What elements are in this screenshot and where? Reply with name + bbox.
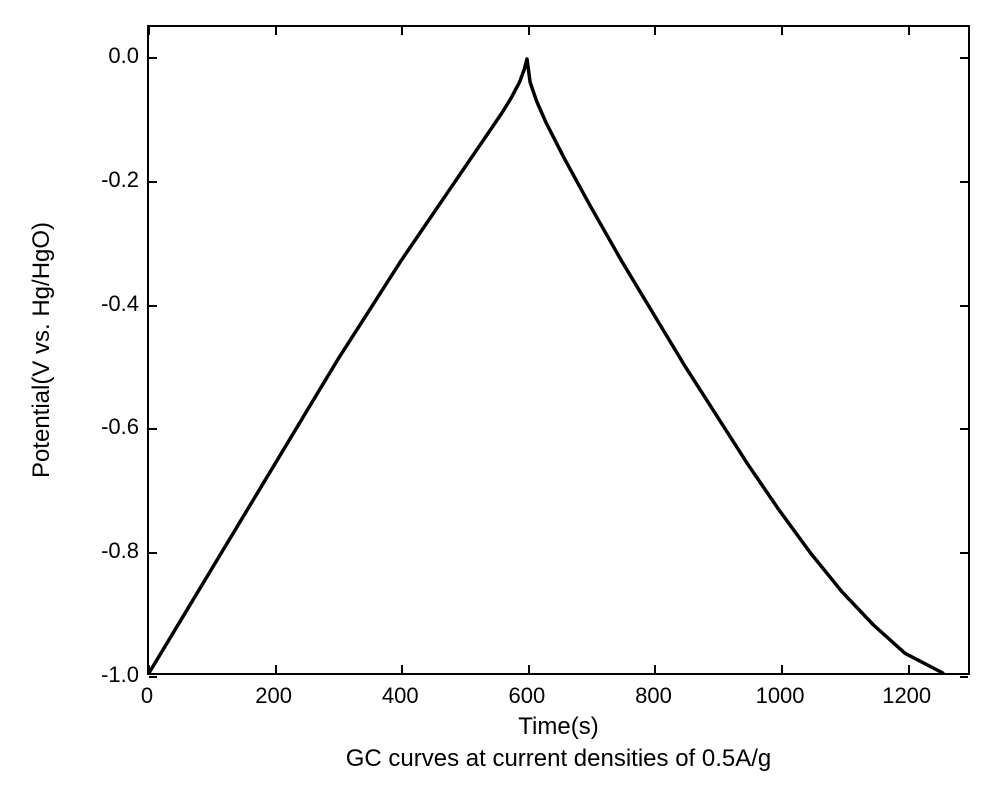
y-tick [149, 305, 157, 307]
y-tick [149, 181, 157, 183]
y-tick [149, 428, 157, 430]
y-tick-label: -0.4 [97, 291, 139, 317]
x-tick [401, 27, 403, 35]
x-tick-label: 0 [141, 683, 153, 709]
x-tick [528, 27, 530, 35]
plot-area [147, 25, 970, 675]
y-tick-label: -0.2 [97, 167, 139, 193]
x-axis-label: Time(s) [518, 713, 598, 741]
x-tick [275, 27, 277, 35]
x-tick [781, 27, 783, 35]
x-tick [908, 665, 910, 673]
x-tick [528, 665, 530, 673]
x-tick-label: 200 [255, 683, 292, 709]
x-tick [148, 27, 150, 35]
y-axis-label: Potential(V vs. Hg/HgO) [28, 222, 56, 478]
y-tick [149, 552, 157, 554]
chart-caption: GC curves at current densities of 0.5A/g [346, 745, 772, 773]
y-tick-label: -1.0 [97, 662, 139, 688]
y-tick [960, 305, 968, 307]
x-tick-label: 1200 [882, 683, 931, 709]
y-tick [960, 57, 968, 59]
line-chart-svg [149, 27, 968, 673]
y-tick [960, 676, 968, 678]
x-tick [275, 665, 277, 673]
x-tick [654, 665, 656, 673]
y-tick [149, 57, 157, 59]
x-tick [908, 27, 910, 35]
figure: Potential(V vs. Hg/HgO) Time(s) GC curve… [0, 0, 1000, 786]
x-tick-label: 800 [635, 683, 672, 709]
y-tick [960, 181, 968, 183]
gc-curve-line [149, 59, 943, 673]
x-tick [148, 665, 150, 673]
y-tick-label: -0.6 [97, 414, 139, 440]
y-tick [960, 428, 968, 430]
x-tick [781, 665, 783, 673]
y-tick-label: 0.0 [97, 43, 139, 69]
x-tick [401, 665, 403, 673]
y-tick [149, 676, 157, 678]
y-tick-label: -0.8 [97, 538, 139, 564]
x-tick-label: 400 [382, 683, 419, 709]
x-tick [654, 27, 656, 35]
x-tick-label: 1000 [756, 683, 805, 709]
x-tick-label: 600 [508, 683, 545, 709]
y-tick [960, 552, 968, 554]
